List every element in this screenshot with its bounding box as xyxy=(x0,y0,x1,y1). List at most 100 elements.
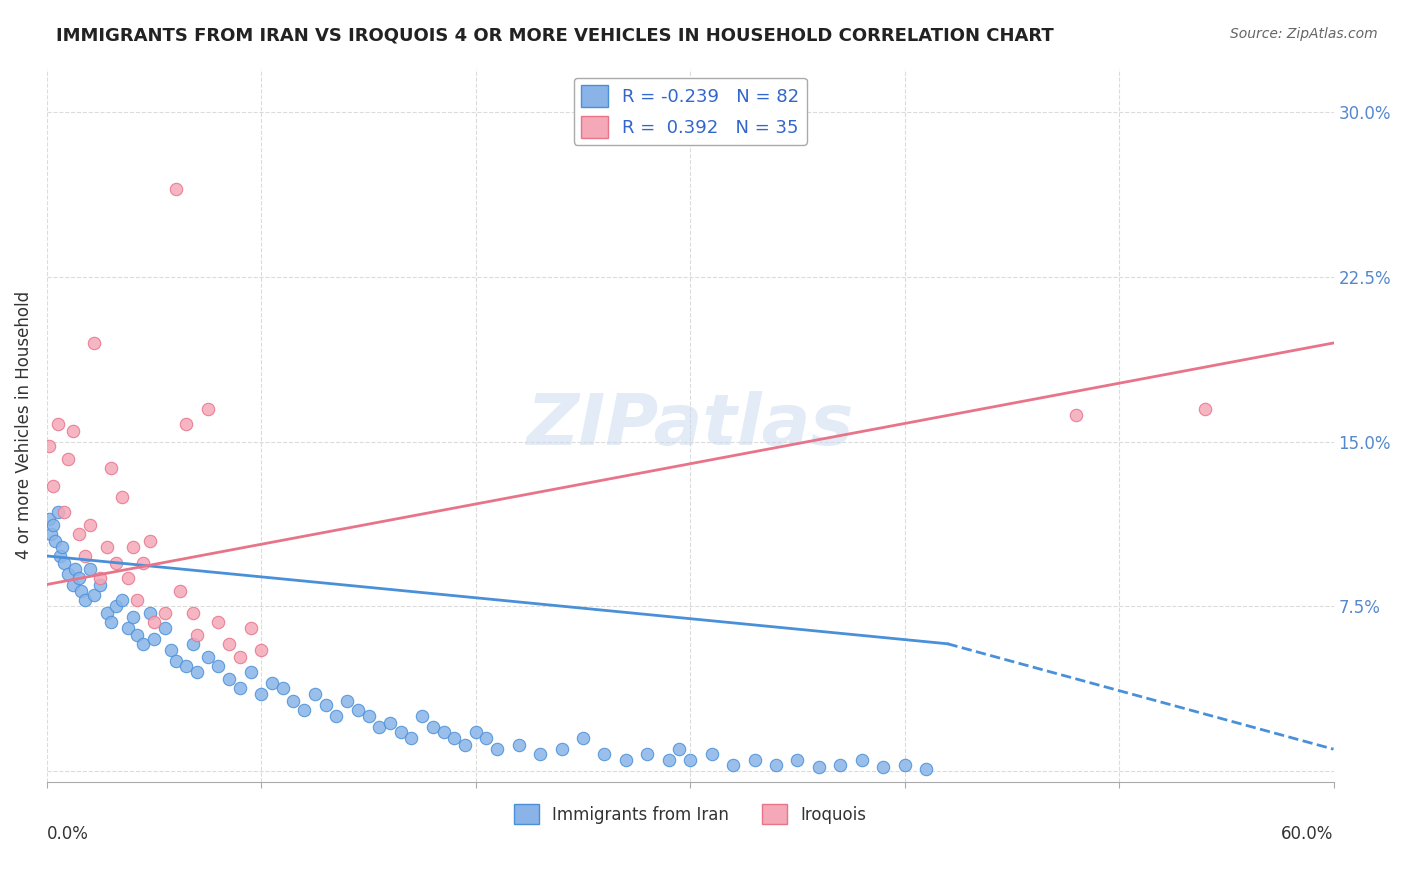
Point xyxy=(125,592,148,607)
Point xyxy=(186,665,208,680)
Point xyxy=(132,637,155,651)
Text: IMMIGRANTS FROM IRAN VS IROQUOIS 4 OR MORE VEHICLES IN HOUSEHOLD CORRELATION CHA: IMMIGRANTS FROM IRAN VS IROQUOIS 4 OR MO… xyxy=(56,27,1054,45)
Point xyxy=(139,533,162,548)
Point xyxy=(218,672,240,686)
Point xyxy=(464,724,486,739)
Point xyxy=(62,424,84,438)
Point xyxy=(872,760,894,774)
Point xyxy=(411,709,433,723)
Point xyxy=(325,709,347,723)
Point xyxy=(486,742,509,756)
Point xyxy=(765,757,787,772)
Point xyxy=(42,518,65,533)
Point xyxy=(207,658,229,673)
Point xyxy=(143,632,166,647)
Point xyxy=(104,599,127,614)
Text: ZIPatlas: ZIPatlas xyxy=(526,391,853,459)
Point xyxy=(58,452,80,467)
Point xyxy=(111,592,134,607)
Point xyxy=(89,571,111,585)
Point xyxy=(315,698,337,713)
Point xyxy=(186,628,208,642)
Point xyxy=(79,518,101,533)
Point xyxy=(67,527,90,541)
Point xyxy=(658,753,681,767)
Point xyxy=(39,527,62,541)
Point xyxy=(63,562,86,576)
Point xyxy=(53,556,76,570)
Point xyxy=(636,747,658,761)
Point xyxy=(197,649,219,664)
Point xyxy=(336,694,359,708)
Point xyxy=(174,417,197,432)
Point xyxy=(218,637,240,651)
Point xyxy=(443,731,465,746)
Point xyxy=(132,556,155,570)
Point xyxy=(572,731,595,746)
Point xyxy=(169,584,191,599)
Point xyxy=(70,584,93,599)
Point xyxy=(160,643,183,657)
Point xyxy=(915,762,938,776)
Point xyxy=(721,757,744,772)
Point xyxy=(121,610,143,624)
Point xyxy=(271,681,294,695)
Point xyxy=(454,738,477,752)
Point xyxy=(100,461,122,475)
Point xyxy=(283,694,305,708)
Point xyxy=(304,687,326,701)
Point xyxy=(668,742,690,756)
Point xyxy=(89,577,111,591)
Point xyxy=(593,747,616,761)
Point xyxy=(117,621,139,635)
Point xyxy=(197,401,219,416)
Point xyxy=(422,720,444,734)
Point xyxy=(181,606,204,620)
Point xyxy=(239,665,262,680)
Point xyxy=(389,724,412,739)
Point xyxy=(786,753,808,767)
Point xyxy=(49,549,72,563)
Point xyxy=(207,615,229,629)
Point xyxy=(368,720,391,734)
Point xyxy=(614,753,637,767)
Point xyxy=(346,703,368,717)
Point xyxy=(38,511,60,525)
Point xyxy=(104,556,127,570)
Y-axis label: 4 or more Vehicles in Household: 4 or more Vehicles in Household xyxy=(15,292,32,559)
Point xyxy=(401,731,423,746)
Point xyxy=(75,592,97,607)
Point xyxy=(83,589,105,603)
Point xyxy=(121,540,143,554)
Point xyxy=(700,747,723,761)
Text: Source: ZipAtlas.com: Source: ZipAtlas.com xyxy=(1230,27,1378,41)
Point xyxy=(125,628,148,642)
Point xyxy=(851,753,873,767)
Point xyxy=(53,505,76,519)
Point xyxy=(508,738,530,752)
Point xyxy=(153,606,176,620)
Point xyxy=(260,676,283,690)
Text: 0.0%: 0.0% xyxy=(46,825,89,843)
Point xyxy=(433,724,456,739)
Point xyxy=(67,571,90,585)
Point xyxy=(75,549,97,563)
Point xyxy=(46,417,69,432)
Point xyxy=(292,703,315,717)
Point xyxy=(378,715,401,730)
Point xyxy=(239,621,262,635)
Point xyxy=(96,540,118,554)
Point xyxy=(58,566,80,581)
Point xyxy=(38,439,60,453)
Point xyxy=(229,649,252,664)
Point xyxy=(165,654,187,668)
Point xyxy=(830,757,852,772)
Point xyxy=(62,577,84,591)
Point xyxy=(1194,401,1216,416)
Point xyxy=(83,336,105,351)
Point xyxy=(111,490,134,504)
Point xyxy=(153,621,176,635)
Point xyxy=(117,571,139,585)
Point xyxy=(96,606,118,620)
Point xyxy=(229,681,252,695)
